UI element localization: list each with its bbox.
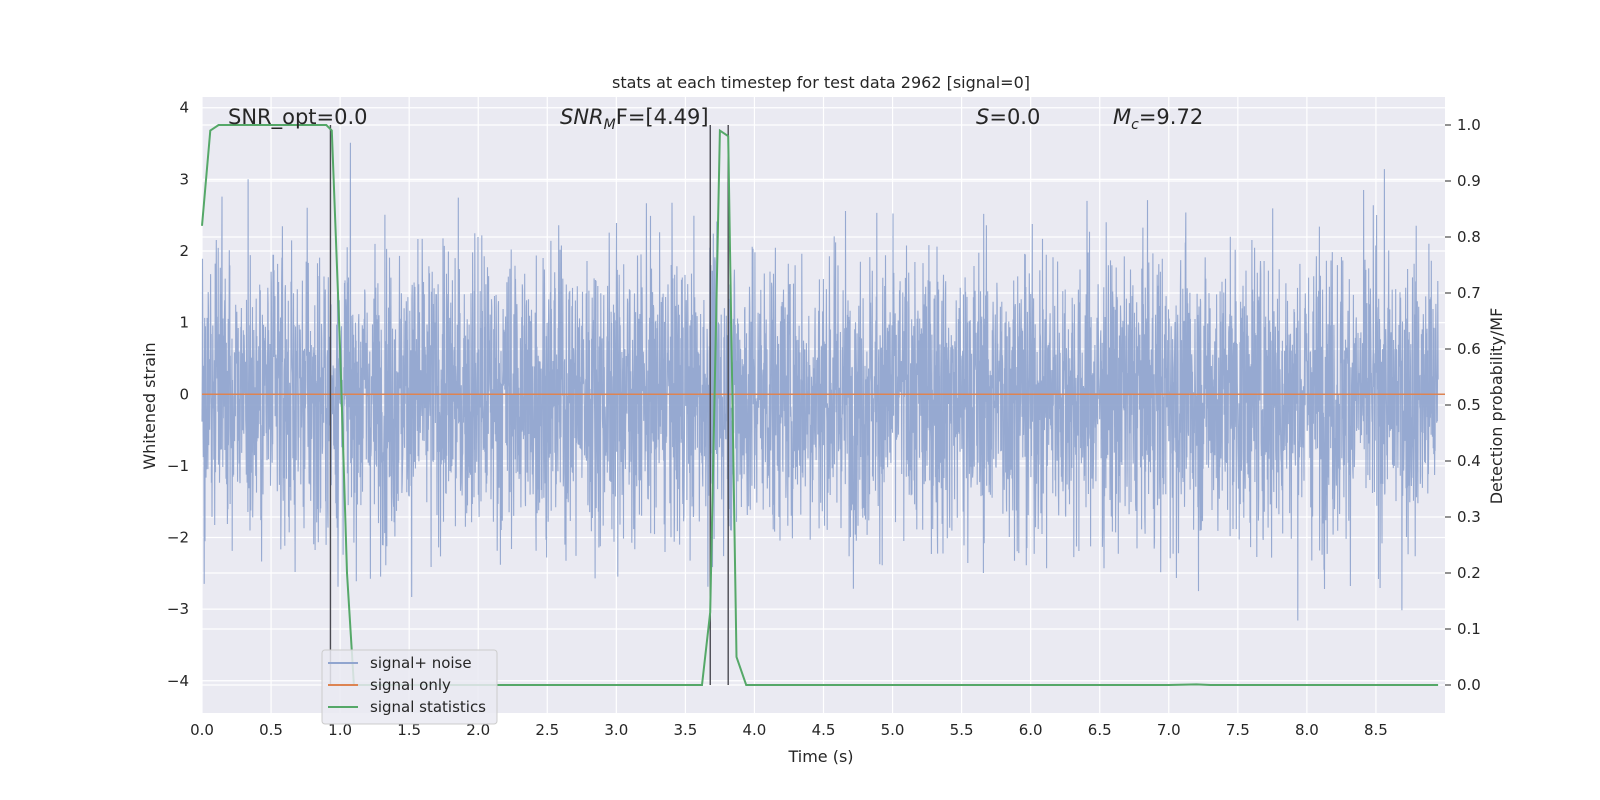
y-tick-label-right: 0.7 xyxy=(1457,284,1481,302)
y-tick-label-left: −4 xyxy=(167,672,189,690)
annotation-mc-value: =9.72 xyxy=(1139,105,1203,129)
x-tick-label: 8.0 xyxy=(1295,721,1319,739)
x-tick-label: 5.0 xyxy=(881,721,905,739)
annotation-s: S=0.0 xyxy=(976,105,1040,129)
x-tick-label: 4.5 xyxy=(812,721,836,739)
annotation-mc-base: M xyxy=(1113,105,1131,129)
x-tick-label: 7.0 xyxy=(1157,721,1181,739)
y-tick-label-left: 0 xyxy=(179,385,189,403)
annotation-s-label: S xyxy=(976,105,989,129)
x-tick-label: 3.0 xyxy=(604,721,628,739)
y-ticks-right: 1.0 0.9 0.8 0.7 0.6 0.5 0.4 0.3 0.2 0.1 0.0 xyxy=(1445,116,1481,694)
annotation-snr-mf-base: SNR xyxy=(560,105,604,129)
y-tick-label-right: 0.4 xyxy=(1457,452,1481,470)
x-tick-label: 1.0 xyxy=(328,721,352,739)
y-tick-label-right: 0.9 xyxy=(1457,172,1481,190)
annotation-mc-sub: c xyxy=(1131,117,1139,133)
y-tick-label-left: −1 xyxy=(167,457,189,475)
y-tick-label-right: 0.6 xyxy=(1457,340,1481,358)
x-tick-label: 0.5 xyxy=(259,721,283,739)
annotation-mc: Mc=9.72 xyxy=(1113,105,1203,133)
annotation-s-value: =0.0 xyxy=(989,105,1040,129)
annotation-snr-mf: SNRMF=[4.49] xyxy=(560,105,709,133)
annotation-snr-mf-sub: M xyxy=(604,117,616,133)
signal-statistics-line xyxy=(201,124,1439,686)
chart-title: stats at each timestep for test data 296… xyxy=(612,73,1030,92)
x-tick-label: 5.5 xyxy=(950,721,974,739)
x-tick-label: 4.0 xyxy=(743,721,767,739)
y-tick-label-left: 1 xyxy=(179,314,189,332)
y-tick-label-left: 4 xyxy=(179,99,189,117)
legend-label-signal-only: signal only xyxy=(370,676,451,694)
series-signal-noise xyxy=(201,142,1439,621)
x-tick-label: 1.5 xyxy=(397,721,421,739)
x-tick-label: 2.5 xyxy=(535,721,559,739)
x-tick-label: 8.5 xyxy=(1364,721,1388,739)
y-tick-label-right: 0.1 xyxy=(1457,620,1481,638)
x-tick-label: 0.0 xyxy=(190,721,214,739)
x-axis-label: Time (s) xyxy=(787,747,853,766)
y-tick-label-right: 0.2 xyxy=(1457,564,1481,582)
x-tick-label: 3.5 xyxy=(673,721,697,739)
y-tick-label-right: 0.3 xyxy=(1457,508,1481,526)
legend-label-signal-statistics: signal statistics xyxy=(370,698,486,716)
y-tick-label-left: 3 xyxy=(179,170,189,188)
y-ticks-left: 4 3 2 1 0 −1 −2 −3 −4 xyxy=(167,99,189,690)
legend: signal+ noise signal only signal statist… xyxy=(321,649,498,725)
y-tick-label-left: 2 xyxy=(179,242,189,260)
y-tick-label-right: 1.0 xyxy=(1457,116,1481,134)
legend-label-signal-noise: signal+ noise xyxy=(370,654,472,672)
y-tick-label-left: −3 xyxy=(167,600,189,618)
x-tick-label: 6.5 xyxy=(1088,721,1112,739)
y-tick-label-right: 0.0 xyxy=(1457,676,1481,694)
legend-box xyxy=(321,649,498,725)
y-tick-label-right: 0.5 xyxy=(1457,396,1481,414)
y-tick-label-left: −2 xyxy=(167,529,189,547)
x-tick-label: 6.0 xyxy=(1019,721,1043,739)
x-tick-label: 7.5 xyxy=(1226,721,1250,739)
signal-noise-line xyxy=(201,142,1439,621)
y-axis-label-right: Detection probability/MF xyxy=(1487,308,1506,505)
series-signal-statistics xyxy=(201,124,1439,686)
y-tick-label-right: 0.8 xyxy=(1457,228,1481,246)
annotation-snr-mf-rest: F=[4.49] xyxy=(616,105,709,129)
x-tick-label: 2.0 xyxy=(466,721,490,739)
annotation-snr-opt: SNR_opt=0.0 xyxy=(228,105,368,130)
x-ticks: 0.0 0.5 1.0 1.5 2.0 2.5 3.0 3.5 4.0 4.5 5.0 5.5 6.0 6… xyxy=(190,721,1388,739)
annotations: SNR_opt=0.0 SNRMF=[4.49] S=0.0 Mc=9.72 xyxy=(228,105,1203,133)
y-axis-label-left: Whitened strain xyxy=(140,342,159,469)
